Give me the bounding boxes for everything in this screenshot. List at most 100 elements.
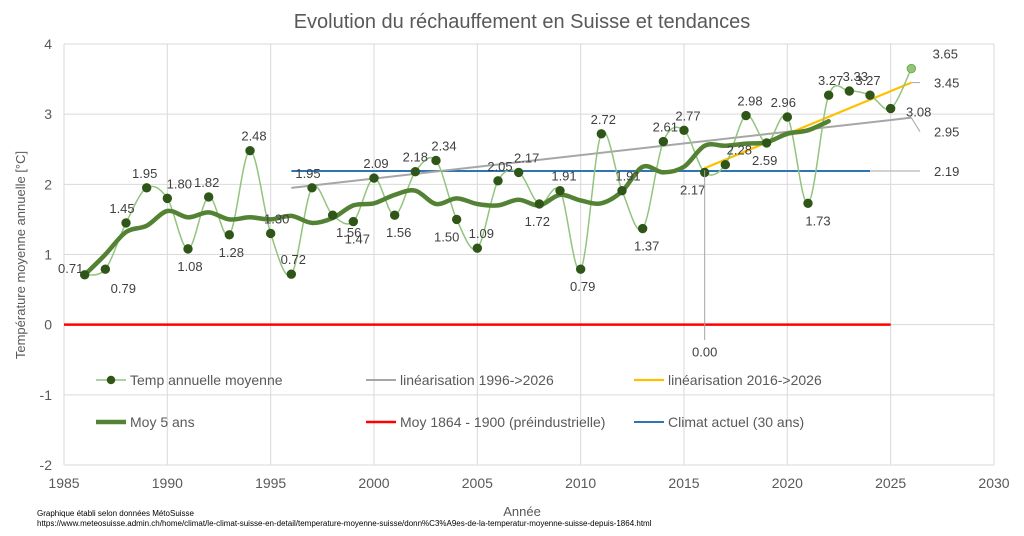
annual-temp-marker [286,269,297,279]
y-tick-label: 2 [44,176,52,192]
annual-temp-marker [679,125,689,136]
annual-temp-marker [555,185,565,196]
linearisation-2016-line [704,81,912,170]
annual-temp-marker [617,185,627,196]
x-tick-label: 2025 [875,475,906,491]
y-axis-label: Température moyenne annuelle [°C] [13,151,28,359]
y-tick-label: -2 [40,457,53,473]
trend-endpoint-label: 2.19 [934,164,959,179]
chart-title: Evolution du réchauffement en Suisse et … [294,11,751,33]
annual-temp-marker [307,183,317,193]
temp-data-label: 1.50 [434,229,459,244]
legend: Temp annuelle moyenne linéarisation 1996-… [96,372,822,430]
x-tick-label: 1985 [48,475,79,491]
annual-temp-marker [141,183,152,193]
temp-data-label: 3.27 [818,73,843,88]
legend-label: linéarisation 2016->2026 [668,372,822,388]
annual-temp-marker [183,244,193,254]
legend-label: Moy 5 ans [130,414,195,430]
axis-tick-labels: -2 -1 0 1 2 3 4 1985 1990 1995 2000 2005 2010 2015 202… [40,36,1010,491]
annual-temp-marker [410,167,421,177]
temp-data-label: 3.08 [906,105,931,120]
annual-temp-marker [513,167,524,178]
x-tick-label: 2000 [358,475,389,491]
temp-data-label: 2.28 [727,143,752,158]
annual-temp-marker [637,223,648,234]
temp-data-label: 1.56 [336,225,361,240]
y-tick-label: 4 [44,36,52,52]
temp-data-label: 2.05 [487,159,512,174]
annual-temp-marker [741,110,751,121]
annual-temp-marker [224,230,235,240]
legend-label: Moy 1864 - 1900 (préindustrielle) [400,414,605,430]
temp-data-label: 2.09 [363,156,388,171]
annual-temp-marker [472,243,483,253]
temp-data-label: 3.65 [933,47,958,62]
annual-temp-marker [369,173,379,183]
temp-data-label: 0.79 [111,281,136,296]
annual-temp-marker [534,199,545,209]
annual-temp-marker [720,159,731,170]
annual-temp-marker [327,210,338,220]
annual-temp-marker [575,264,586,274]
temp-data-label: 3.27 [855,73,880,88]
annual-temp-marker [431,155,441,166]
temp-data-label: 2.98 [737,94,762,109]
x-axis-label: Année [503,504,541,519]
temp-data-label: 1.91 [551,169,576,184]
temp-data-label: 2.61 [653,120,678,135]
annual-temp-marker [782,112,793,122]
temp-data-label: 1.45 [109,201,134,216]
temp-data-label: 2.34 [431,138,456,153]
annual-temp-marker [906,63,917,74]
annual-temp-marker [596,129,607,139]
temp-data-label: 2.59 [752,153,777,168]
annual-temp-marker [865,90,875,100]
x-tick-label: 1995 [255,475,286,491]
temp-data-label: 1.80 [167,176,192,191]
annual-temp-marker [761,138,772,148]
temp-data-label: 1.09 [469,226,494,241]
x-tick-label: 2005 [462,475,493,491]
legend-label: Temp annuelle moyenne [130,372,283,388]
temp-data-label: 1.73 [805,213,830,228]
x-tick-label: 1990 [152,475,183,491]
temp-data-label: 1.82 [194,175,219,190]
temp-data-label: 1.56 [386,225,411,240]
annual-temp-marker [348,216,359,227]
annual-temp-marker [803,198,813,208]
temp-data-label: 1.28 [219,245,244,260]
legend-label: linéarisation 1996->2026 [400,372,554,388]
temp-data-label: 2.77 [675,108,700,123]
source-note-line1: Graphique établi selon données MétoSuiss… [37,509,195,518]
temp-data-label: 0.79 [570,279,595,294]
annual-temp-marker [493,176,503,186]
temp-data-label: 2.18 [403,150,428,165]
y-tick-label: -1 [40,387,53,403]
temp-data-label: 0.72 [281,252,306,267]
annual-temp-marker [121,218,131,228]
annual-temp-marker [389,210,400,220]
annual-temp-marker [265,228,276,239]
temp-data-label: 3.33 [843,69,868,84]
annual-temp-marker [844,86,855,96]
annual-temp-marker [203,192,214,202]
annual-temp-marker [823,90,834,100]
temp-data-label: 1.08 [177,259,202,274]
x-tick-label: 2015 [668,475,699,491]
legend-swatch-marker [106,375,116,385]
series-layer [64,63,917,326]
annual-temp-marker [79,270,90,280]
source-note-line2: https://www.meteosuisse.admin.ch/home/cl… [37,519,652,528]
temp-data-label: 2.17 [514,150,539,165]
annual-temp-marker [100,264,111,274]
x-tick-label: 2030 [978,475,1009,491]
legend-label: Climat actuel (30 ans) [668,414,804,430]
temp-data-label: 1.47 [345,232,370,247]
leader-line [910,117,921,132]
temp-data-label: 0.71 [58,261,83,276]
annual-temp-marker [451,214,462,225]
x-tick-label: 2010 [565,475,596,491]
data-labels: 0.71 0.79 1.45 1.95 1.80 1.08 1.82 1.28 2.48 1.30… [58,47,959,360]
